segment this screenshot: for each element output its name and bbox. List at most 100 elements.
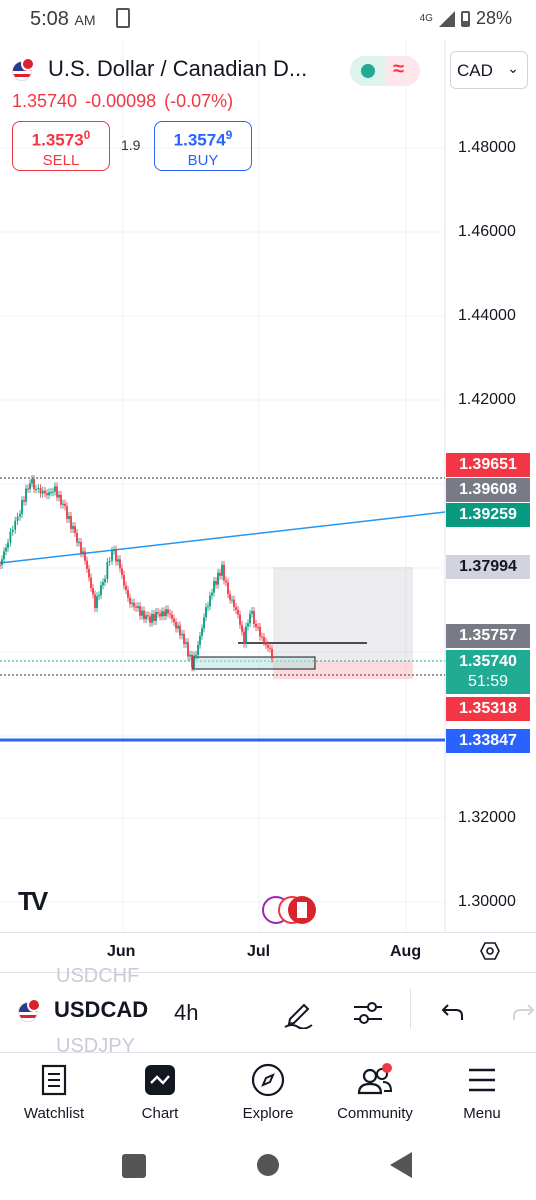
nav-community[interactable]: Community bbox=[325, 1061, 425, 1122]
status-time: 5:08 AM bbox=[30, 8, 96, 31]
compass-icon bbox=[251, 1063, 285, 1097]
candle-body bbox=[251, 611, 253, 614]
indicators-icon[interactable] bbox=[350, 997, 386, 1029]
price-chart[interactable] bbox=[0, 40, 536, 932]
buy-label: BUY bbox=[187, 151, 219, 169]
rectangle-drawing[interactable] bbox=[192, 656, 316, 670]
candle-body bbox=[151, 614, 153, 623]
drawing-tools-icon[interactable] bbox=[282, 997, 314, 1029]
candle-body bbox=[201, 628, 203, 636]
candle-body bbox=[84, 551, 86, 561]
candle-body bbox=[108, 560, 111, 563]
sell-button[interactable]: 1.35730 SELL bbox=[12, 121, 110, 171]
candle-body bbox=[263, 637, 265, 642]
price-tag-last: 1.35740 51:59 bbox=[446, 650, 530, 694]
candle-body bbox=[195, 654, 197, 656]
candle-body bbox=[60, 494, 62, 505]
candle-body bbox=[68, 516, 70, 519]
candle-body bbox=[19, 513, 21, 517]
candle-body bbox=[185, 642, 187, 644]
candle-body bbox=[227, 582, 229, 595]
candle-body bbox=[143, 610, 145, 620]
candle-body bbox=[137, 606, 139, 608]
candle-body bbox=[70, 516, 72, 529]
status-bar: 5:08 AM 4G 28% bbox=[0, 0, 536, 40]
candle-body bbox=[253, 611, 255, 624]
spread-value: 1.9 bbox=[121, 137, 141, 153]
status-ampm: AM bbox=[74, 12, 96, 28]
candles bbox=[0, 475, 273, 672]
candle-body bbox=[193, 655, 195, 668]
candle-body bbox=[88, 568, 90, 578]
position-profit-zone[interactable] bbox=[273, 567, 413, 661]
nav-watchlist[interactable]: Watchlist bbox=[4, 1061, 104, 1122]
symbol-scroll-prev[interactable]: USDCHF bbox=[56, 965, 140, 987]
nav-menu[interactable]: Menu bbox=[432, 1061, 532, 1122]
candle-body bbox=[157, 612, 159, 614]
candle-body bbox=[219, 572, 221, 576]
candle-body bbox=[39, 488, 42, 494]
candle-body bbox=[56, 486, 58, 498]
symbol-scroll-next[interactable]: USDJPY bbox=[56, 1035, 135, 1057]
candle-body bbox=[215, 581, 217, 585]
candle-body bbox=[1, 559, 3, 565]
compare-symbols-icon[interactable] bbox=[262, 896, 318, 926]
candle-body bbox=[29, 483, 31, 490]
redo-icon[interactable] bbox=[510, 999, 536, 1025]
candle-body bbox=[115, 549, 117, 562]
candle-body bbox=[52, 491, 54, 493]
price-tag-prev: 1.39608 bbox=[446, 478, 530, 502]
currency-value: CAD bbox=[457, 61, 493, 80]
undo-icon[interactable] bbox=[440, 999, 466, 1025]
nav-chart[interactable]: Chart bbox=[110, 1061, 210, 1122]
candle-body bbox=[145, 615, 147, 620]
candle-body bbox=[80, 542, 82, 554]
back-button[interactable] bbox=[390, 1152, 412, 1178]
trend-line[interactable] bbox=[0, 511, 446, 564]
chart-settings-icon[interactable] bbox=[480, 941, 500, 961]
recents-button[interactable] bbox=[122, 1154, 146, 1178]
network-type: 4G bbox=[419, 13, 433, 24]
candle-body bbox=[203, 617, 205, 629]
bar-countdown: 51:59 bbox=[467, 673, 509, 690]
candle-body bbox=[135, 606, 137, 608]
buy-button[interactable]: 1.35749 BUY bbox=[154, 121, 252, 171]
status-time-value: 5:08 bbox=[30, 8, 69, 30]
candle-body bbox=[0, 565, 1, 566]
buy-price: 1.3574 bbox=[173, 130, 226, 150]
symbol-header[interactable]: U.S. Dollar / Canadian D... bbox=[12, 56, 307, 82]
android-nav-bar bbox=[0, 1134, 536, 1200]
nav-label: Community bbox=[337, 1105, 413, 1122]
candle-body bbox=[33, 479, 35, 490]
candle-body bbox=[133, 602, 135, 607]
candle-body bbox=[239, 614, 241, 625]
market-status-pill[interactable]: ≈ bbox=[350, 56, 420, 86]
time-axis[interactable]: Jun Jul Aug bbox=[0, 932, 536, 973]
interval-button[interactable]: 4h bbox=[174, 1000, 199, 1025]
symbol-switcher[interactable]: USDCAD bbox=[18, 997, 148, 1023]
candle-body bbox=[98, 595, 100, 597]
candle-body bbox=[23, 500, 25, 502]
candle-body bbox=[76, 532, 78, 543]
price-axis-label: 1.30000 bbox=[458, 893, 516, 910]
candle-body bbox=[171, 614, 173, 619]
candle-body bbox=[94, 594, 96, 609]
candle-body bbox=[119, 559, 121, 569]
menu-icon bbox=[469, 1068, 495, 1092]
candle-body bbox=[131, 602, 133, 604]
candle-body bbox=[189, 654, 191, 657]
candle-body bbox=[141, 610, 143, 616]
home-button[interactable] bbox=[257, 1154, 279, 1176]
symbol-title[interactable]: U.S. Dollar / Canadian D... bbox=[48, 56, 308, 81]
last-price-value: 1.35740 bbox=[459, 653, 517, 670]
currency-select[interactable]: CAD ⌄ bbox=[450, 51, 528, 89]
candle-body bbox=[5, 547, 7, 552]
time-label: Aug bbox=[390, 943, 422, 960]
candle-body bbox=[197, 644, 199, 655]
candle-body bbox=[163, 611, 165, 617]
price-axis-label: 1.44000 bbox=[458, 307, 516, 324]
nav-explore[interactable]: Explore bbox=[218, 1061, 318, 1122]
candle-body bbox=[31, 479, 33, 484]
candle-body bbox=[237, 609, 239, 615]
candle-body bbox=[62, 503, 64, 505]
